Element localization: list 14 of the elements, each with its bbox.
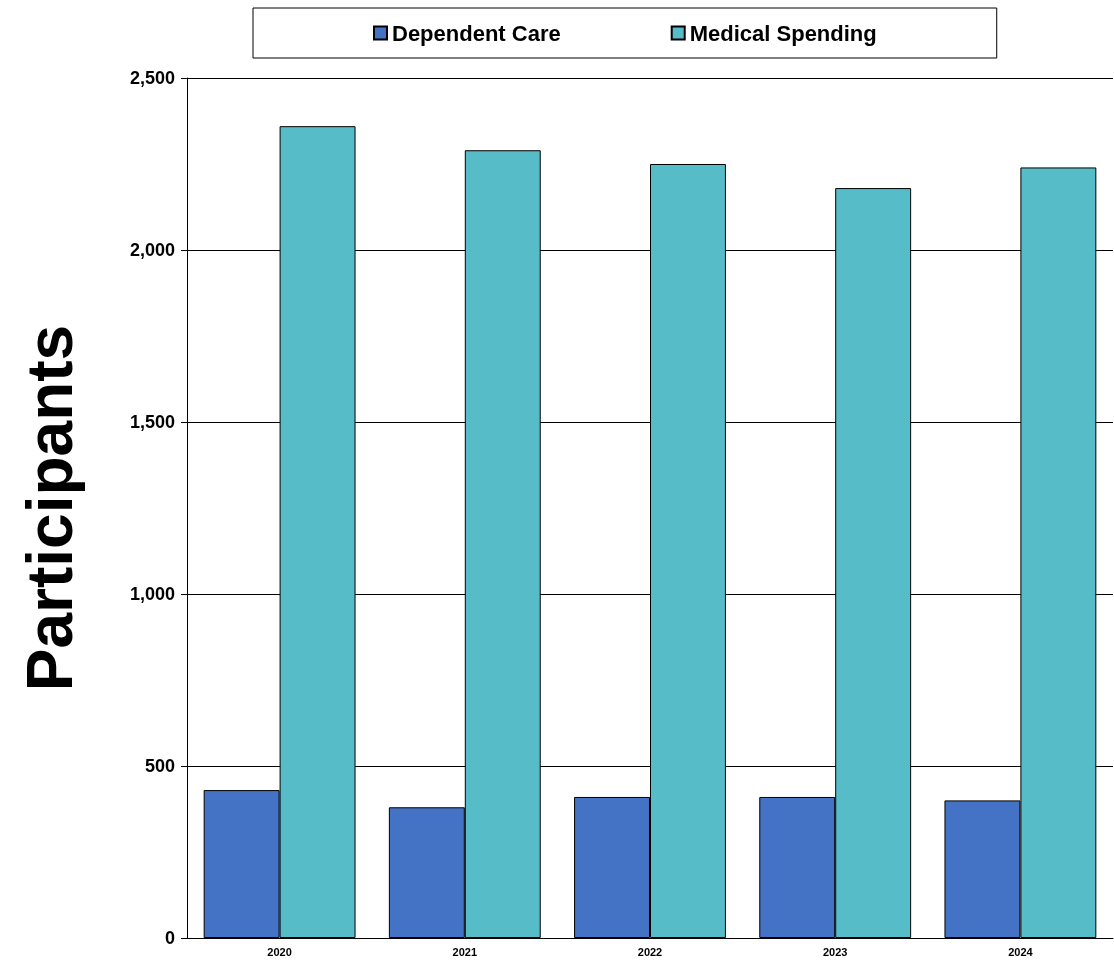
y-tick-label: 1,000 — [129, 584, 175, 604]
x-tick-label: 2022 — [637, 945, 663, 958]
y-tick-label: 500 — [144, 756, 175, 776]
y-axis-title: Participants — [14, 324, 86, 692]
x-tick-label: 2020 — [267, 945, 292, 958]
y-tick-label: 1,500 — [129, 412, 175, 432]
y-tick-label: 2,000 — [129, 240, 175, 260]
x-tick-label: 2021 — [452, 945, 478, 958]
x-tick-label: 2023 — [822, 945, 848, 958]
x-tick-label: 2024 — [1008, 945, 1034, 958]
y-tick-label: 0 — [164, 928, 175, 948]
legend-label: Medical Spending — [689, 20, 877, 46]
legend-label: Dependent Care — [392, 20, 561, 46]
y-tick-label: 2,500 — [129, 68, 175, 88]
